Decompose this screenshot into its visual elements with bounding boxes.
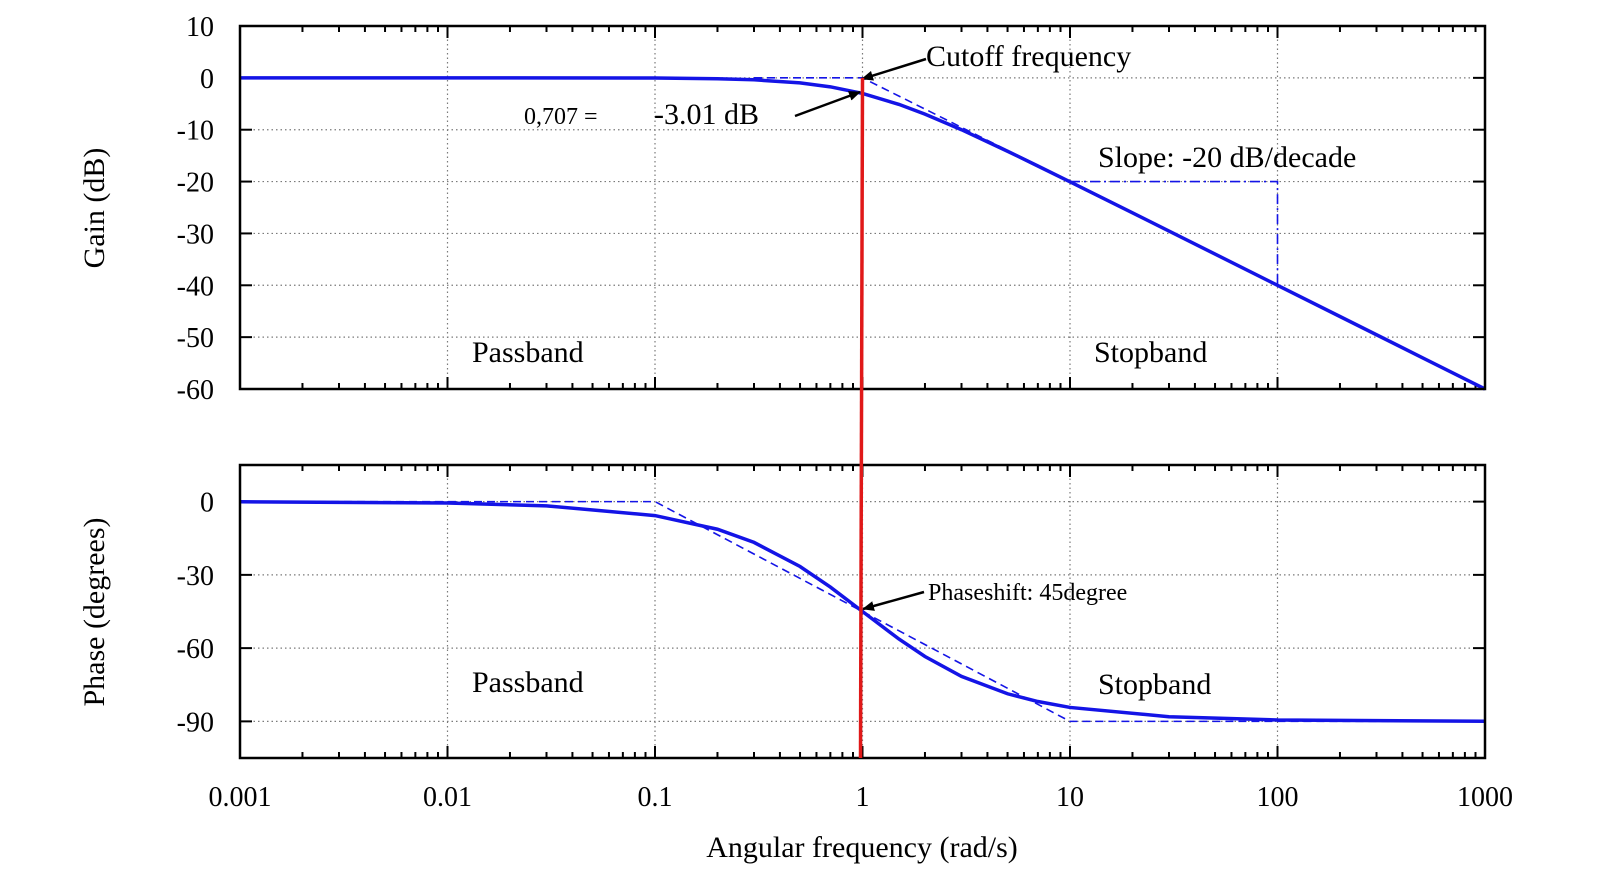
gain-panel: 10 0 -10 -20 -30 -40 -50 -60 Gain (dB) Cutoff f… (78, 12, 1487, 406)
gain-y-tick-label: -40 (177, 271, 214, 302)
cutoff-frequency-line (858, 77, 865, 759)
phaseshift-label: Phaseshift: 45degree (928, 580, 1127, 606)
phaseshift-arrow (862, 590, 925, 611)
x-tick-label: 10 (1056, 782, 1084, 813)
gain-y-tick-label: 10 (186, 12, 214, 43)
gain-passband-label: Passband (472, 336, 584, 369)
gain-y-tick-label: -50 (177, 323, 214, 354)
minus3db-label: -3.01 dB (654, 98, 759, 131)
x-tick-label: 1000 (1457, 782, 1513, 813)
gain-y-tick-label: -60 (177, 375, 214, 406)
gain-y-tick-label: -20 (177, 168, 214, 199)
x-tick-label: 100 (1257, 782, 1299, 813)
phase-y-tick-label: -90 (177, 707, 214, 738)
phase-passband-label: Passband (472, 666, 584, 699)
minus3db-arrow (794, 90, 861, 118)
ratio-label: 0,707 = (524, 104, 598, 130)
gain-stopband-label: Stopband (1094, 336, 1207, 369)
phase-y-tick-label: -60 (177, 634, 214, 665)
slope-marker-line (1070, 180, 1279, 286)
phase-y-axis-title: Phase (degrees) (78, 517, 111, 706)
slope-label: Slope: -20 dB/decade (1098, 141, 1356, 174)
gain-y-tick-labels: 10 0 -10 -20 -30 -40 -50 -60 (177, 12, 214, 406)
phase-response-curve (239, 500, 1486, 723)
gain-y-axis-title: Gain (dB) (78, 148, 111, 269)
phase-asymptote-line (240, 500, 1485, 723)
x-tick-labels: 0.001 0.01 0.1 1 10 100 1000 (209, 782, 1514, 813)
phase-y-tick-label: 0 (200, 488, 214, 519)
phase-y-tick-labels: 0 -30 -60 -90 (177, 488, 214, 739)
x-tick-label: 0.001 (209, 782, 272, 813)
phase-panel: 0 -30 -60 -90 Phase (degrees) Phaseshift: 4… (78, 463, 1487, 760)
cutoff-arrow (861, 57, 927, 81)
gain-y-tick-label: -10 (177, 116, 214, 147)
gain-y-tick-label: 0 (200, 64, 214, 95)
phase-y-tick-label: -30 (177, 561, 214, 592)
phase-stopband-label: Stopband (1098, 668, 1211, 701)
phase-series (239, 500, 1486, 723)
cutoff-frequency-label: Cutoff frequency (926, 40, 1131, 73)
x-tick-label: 1 (856, 782, 870, 813)
x-tick-label: 0.01 (423, 782, 472, 813)
x-axis-title: Angular frequency (rad/s) (706, 831, 1018, 864)
x-tick-label: 0.1 (638, 782, 673, 813)
gain-y-tick-label: -30 (177, 219, 214, 250)
